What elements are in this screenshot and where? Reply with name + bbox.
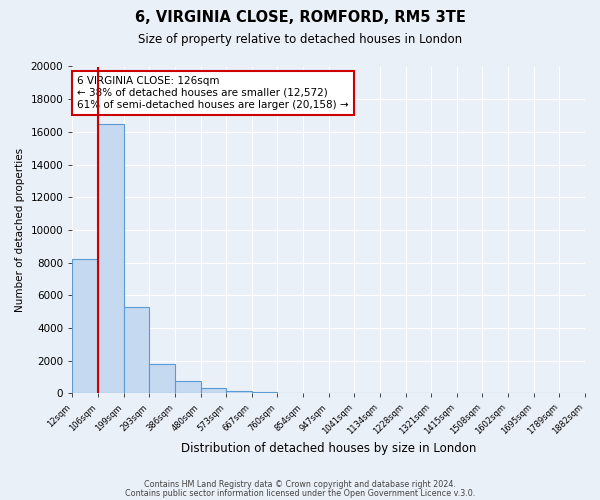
Bar [277,392,303,394]
Bar [98,124,124,394]
Bar [252,392,277,394]
Text: 6, VIRGINIA CLOSE, ROMFORD, RM5 3TE: 6, VIRGINIA CLOSE, ROMFORD, RM5 3TE [134,10,466,25]
Bar [149,364,175,394]
Bar [73,260,98,394]
Bar [124,307,149,394]
Text: Contains HM Land Registry data © Crown copyright and database right 2024.: Contains HM Land Registry data © Crown c… [144,480,456,489]
Text: Contains public sector information licensed under the Open Government Licence v.: Contains public sector information licen… [125,488,475,498]
Bar [200,388,226,394]
X-axis label: Distribution of detached houses by size in London: Distribution of detached houses by size … [181,442,476,455]
Bar [226,391,252,394]
Bar [175,381,200,394]
Text: 6 VIRGINIA CLOSE: 126sqm
← 38% of detached houses are smaller (12,572)
61% of se: 6 VIRGINIA CLOSE: 126sqm ← 38% of detach… [77,76,349,110]
Text: Size of property relative to detached houses in London: Size of property relative to detached ho… [138,32,462,46]
Y-axis label: Number of detached properties: Number of detached properties [15,148,25,312]
